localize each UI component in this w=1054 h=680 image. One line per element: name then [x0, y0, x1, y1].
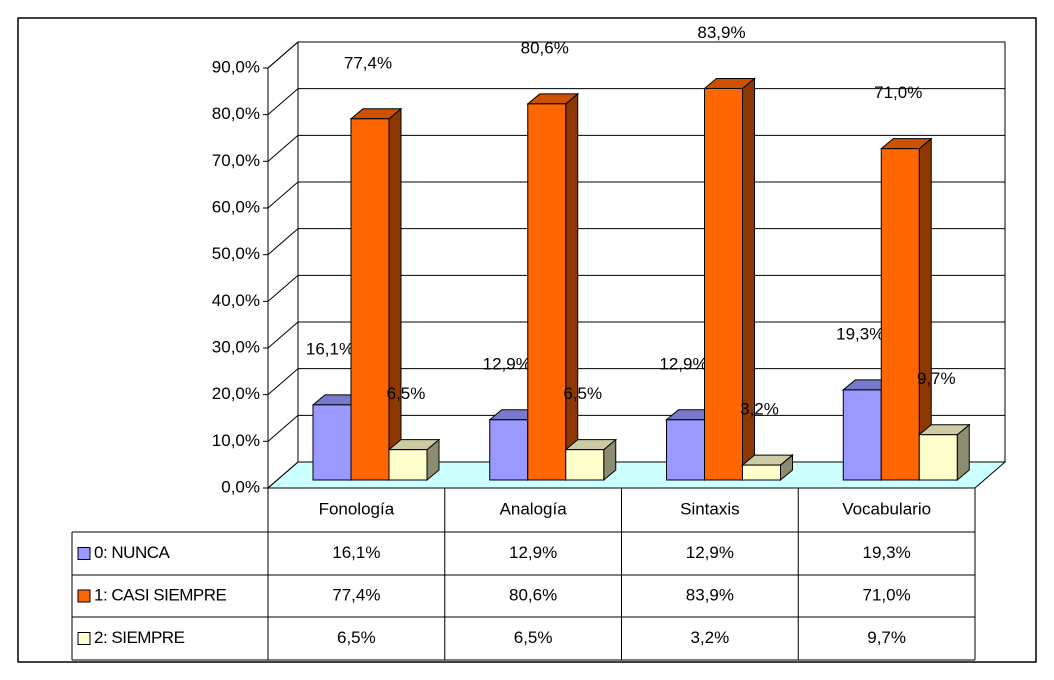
table-cell: 80,6%	[509, 585, 557, 604]
table-cell: 9,7%	[867, 628, 906, 647]
y-tick-label: 90,0%	[212, 57, 260, 76]
bar-side	[742, 77, 755, 482]
grid-line	[267, 181, 1005, 209]
grid-line	[267, 414, 1005, 442]
x-tick-label: Sintaxis	[680, 499, 740, 518]
data-label: 6,5%	[563, 384, 602, 403]
data-label: 19,3%	[836, 324, 884, 343]
bar	[742, 464, 781, 481]
table-cell: 12,9%	[686, 543, 734, 562]
y-tick-label: 0,0%	[221, 477, 260, 496]
legend-label: 2: SIEMPRE	[94, 628, 185, 647]
bar	[527, 103, 567, 481]
grid-line	[267, 274, 1005, 302]
bar	[666, 419, 705, 481]
y-tick-label: 30,0%	[212, 337, 260, 356]
bar-side	[388, 107, 402, 482]
grid-line	[267, 41, 1005, 69]
bar	[880, 148, 920, 481]
y-tick-label: 80,0%	[212, 104, 260, 123]
table-cell: 71,0%	[863, 585, 911, 604]
x-tick-label: Fonología	[319, 499, 395, 518]
bar	[842, 389, 882, 481]
table-cell: 3,2%	[691, 628, 730, 647]
y-tick-label: 70,0%	[212, 151, 260, 170]
bar	[489, 419, 529, 481]
bar	[388, 449, 428, 481]
y-tick-label: 40,0%	[212, 291, 260, 310]
legend-label: 0: NUNCA	[94, 543, 171, 562]
table-cell: 19,3%	[863, 543, 911, 562]
grid-line	[267, 88, 1005, 116]
legend-key	[77, 547, 91, 560]
data-label: 9,7%	[917, 369, 956, 388]
grid-line	[267, 321, 1005, 349]
y-tick-label: 20,0%	[212, 384, 260, 403]
y-tick-label: 10,0%	[212, 431, 260, 450]
data-label: 16,1%	[306, 339, 354, 358]
grid-line	[267, 368, 1005, 396]
table-cell: 12,9%	[509, 543, 557, 562]
bar	[312, 404, 352, 481]
x-tick-label: Vocabulario	[842, 499, 931, 518]
legend-key	[77, 589, 91, 603]
data-label: 12,9%	[483, 354, 531, 373]
data-label: 83,9%	[697, 23, 745, 42]
bar	[565, 449, 605, 481]
legend-label: 1: CASI SIEMPRE	[94, 585, 226, 604]
y-tick-label: 60,0%	[212, 197, 260, 216]
table-cell: 83,9%	[686, 585, 734, 604]
data-label: 12,9%	[659, 354, 707, 373]
bar	[918, 434, 958, 481]
y-tick-label: 50,0%	[212, 244, 260, 263]
bar-side	[565, 92, 579, 482]
bar	[704, 87, 743, 481]
data-label: 77,4%	[344, 53, 392, 72]
table-cell: 6,5%	[514, 628, 553, 647]
data-label: 71,0%	[874, 83, 922, 102]
table-cell: 16,1%	[332, 543, 380, 562]
chart-frame	[17, 17, 1037, 663]
table-cell: 77,4%	[332, 585, 380, 604]
legend-key	[77, 632, 91, 645]
bar	[350, 118, 390, 481]
data-label: 3,2%	[740, 400, 779, 419]
grid-line	[267, 228, 1005, 256]
data-label: 6,5%	[387, 384, 426, 403]
x-tick-label: Analogía	[500, 499, 568, 518]
table-cell: 6,5%	[337, 628, 376, 647]
grid-line	[267, 134, 1005, 162]
data-label: 80,6%	[521, 38, 569, 57]
